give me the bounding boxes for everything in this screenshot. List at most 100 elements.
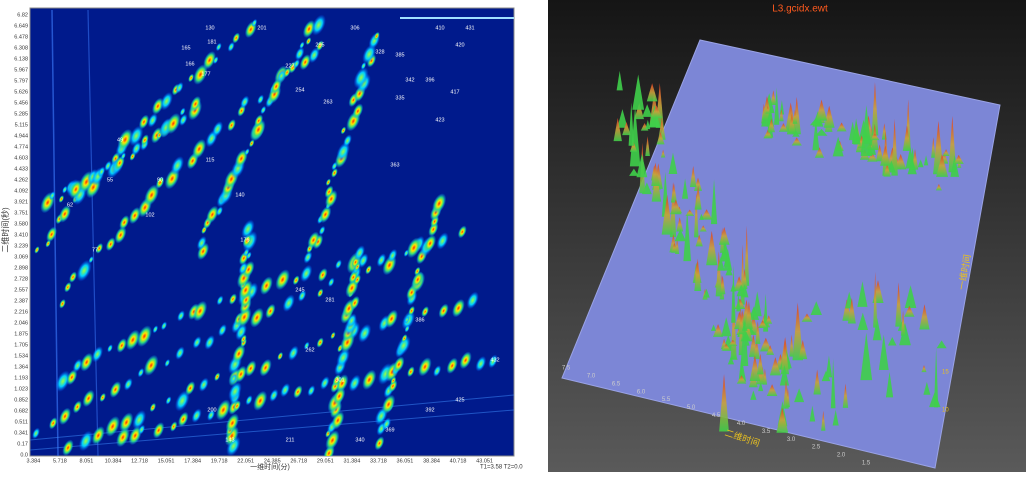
peak-label: 143 bbox=[225, 437, 234, 443]
axis-tick-label: 2.0 bbox=[837, 453, 846, 459]
y-tick-label: 3.580 bbox=[14, 221, 28, 227]
x-tick-label: 43.051 bbox=[476, 458, 493, 464]
peak-label: 262 bbox=[305, 347, 314, 353]
y-tick-label: 1.193 bbox=[14, 375, 28, 381]
x-tick-label: 12.718 bbox=[131, 458, 148, 464]
y-tick-label: 4.433 bbox=[14, 166, 28, 172]
y-tick-label: 5.115 bbox=[15, 122, 28, 128]
y-tick-label: 1.705 bbox=[14, 342, 28, 348]
y-tick-label: 4.603 bbox=[14, 155, 28, 161]
peak-label: 245 bbox=[295, 287, 304, 293]
y-tick-label: 0.17 bbox=[17, 441, 28, 447]
x-tick-label: 31.384 bbox=[343, 458, 360, 464]
peak-label: 140 bbox=[235, 192, 244, 198]
y-tick-label: 4.774 bbox=[14, 144, 28, 150]
peak-label: 369 bbox=[385, 427, 394, 433]
y-tick-label: 3.751 bbox=[14, 210, 28, 216]
peak-label: 201 bbox=[257, 25, 266, 31]
axis-tick-label: 7.0 bbox=[587, 373, 596, 379]
y-tick-label: 4.262 bbox=[14, 177, 28, 183]
y-tick-label: 0.511 bbox=[15, 419, 28, 425]
peak-label: 200 bbox=[207, 407, 216, 413]
axis-tick-label: 3.0 bbox=[787, 437, 796, 443]
y-tick-label: 2.557 bbox=[14, 287, 28, 293]
y-tick-label: 6.649 bbox=[14, 23, 28, 29]
y-tick-label: 5.626 bbox=[14, 89, 28, 95]
axis-tick-label: 5.0 bbox=[687, 405, 696, 411]
peak-label: 177 bbox=[201, 71, 210, 77]
peak-label: 176 bbox=[240, 237, 249, 243]
y-tick-label: 1.534 bbox=[14, 353, 28, 359]
peak-label: 181 bbox=[207, 39, 216, 45]
page: 1301651661771812012272542632953063283353… bbox=[0, 0, 1026, 472]
y-tick-label: 1.875 bbox=[14, 331, 28, 337]
axis-tick-label: 5.5 bbox=[662, 397, 671, 403]
peak-label: 301 bbox=[335, 377, 344, 383]
heatmap-bg bbox=[30, 8, 514, 456]
axis-tick-label: 2.5 bbox=[812, 445, 821, 451]
peak-label: 306 bbox=[350, 25, 359, 31]
peak-label: 55 bbox=[107, 177, 113, 183]
x-tick-label: 22.051 bbox=[237, 458, 254, 464]
side-tick-label: 15 bbox=[942, 370, 949, 376]
peak-label: 263 bbox=[323, 99, 332, 105]
x-tick-label: 38.384 bbox=[423, 458, 440, 464]
y-tick-label: 6.138 bbox=[14, 56, 28, 62]
peak-label: 227 bbox=[285, 63, 294, 69]
peak-label: 77 bbox=[92, 247, 98, 253]
y-tick-label: 0.852 bbox=[14, 397, 28, 403]
y-tick-label: 2.387 bbox=[14, 298, 28, 304]
y-tick-label: 0.682 bbox=[14, 408, 28, 414]
peak-label: 281 bbox=[325, 297, 334, 303]
screenshot: 1301651661771812012272542632953063283353… bbox=[0, 0, 1026, 472]
x-tick-label: 8.051 bbox=[80, 458, 94, 464]
x-tick-label: 36.051 bbox=[397, 458, 414, 464]
axis-tick-label: 1.5 bbox=[862, 461, 871, 467]
axis-tick-label: 3.5 bbox=[762, 429, 771, 435]
y-tick-label: 3.239 bbox=[14, 243, 28, 249]
axis-tick-label: 6.5 bbox=[612, 381, 621, 387]
peak-label: 410 bbox=[435, 25, 444, 31]
peak-label: 335 bbox=[395, 95, 404, 101]
corner-note: T1=3.58 T2=0.0 bbox=[480, 465, 523, 471]
peak-label: 417 bbox=[450, 89, 459, 95]
peak-label: 90 bbox=[157, 177, 163, 183]
x-tick-label: 19.718 bbox=[211, 458, 228, 464]
y-tick-label: 5.797 bbox=[14, 78, 28, 84]
y-tick-label: 0.341 bbox=[14, 430, 28, 436]
y-axis-label: 二维时间(秒) bbox=[0, 207, 10, 253]
axis-tick-label: 7.5 bbox=[562, 366, 571, 372]
peak-label: 130 bbox=[205, 25, 214, 31]
x-tick-label: 29.051 bbox=[317, 458, 334, 464]
x-tick-label: 3.384 bbox=[26, 458, 40, 464]
peak-label: 166 bbox=[185, 61, 194, 67]
y-tick-label: 4.092 bbox=[14, 188, 28, 194]
y-tick-label: 5.285 bbox=[14, 111, 28, 117]
surface-title: L3.gcidx.ewt bbox=[772, 4, 828, 15]
x-tick-label: 33.718 bbox=[370, 458, 387, 464]
y-tick-label: 2.898 bbox=[14, 265, 28, 271]
x-tick-label: 40.718 bbox=[450, 458, 467, 464]
peak-label: 396 bbox=[425, 77, 434, 83]
y-tick-label: 3.410 bbox=[14, 232, 28, 238]
peak-label: 254 bbox=[295, 87, 304, 93]
x-tick-label: 15.051 bbox=[158, 458, 175, 464]
axis-tick-label: 4.0 bbox=[737, 421, 746, 427]
y-tick-label: 2.046 bbox=[14, 320, 28, 326]
y-tick-label: 3.069 bbox=[14, 254, 28, 260]
y-tick-label: 6.82 bbox=[17, 12, 28, 18]
peak-label: 363 bbox=[390, 162, 399, 168]
peak-label: 425 bbox=[455, 397, 464, 403]
y-tick-label: 5.456 bbox=[14, 100, 28, 106]
axis-tick-label: 4.5 bbox=[712, 413, 721, 419]
peak-label: 295 bbox=[315, 42, 324, 48]
peak-label: 49 bbox=[117, 137, 123, 143]
axis-tick-label: 6.0 bbox=[637, 389, 646, 395]
y-tick-label: 5.967 bbox=[14, 67, 28, 73]
peak-label: 62 bbox=[67, 202, 73, 208]
x-tick-label: 5.718 bbox=[53, 458, 67, 464]
peak-label: 420 bbox=[455, 42, 464, 48]
y-tick-label: 1.364 bbox=[14, 364, 28, 370]
peak-label: 211 bbox=[286, 437, 295, 443]
y-tick-label: 2.216 bbox=[14, 309, 28, 315]
